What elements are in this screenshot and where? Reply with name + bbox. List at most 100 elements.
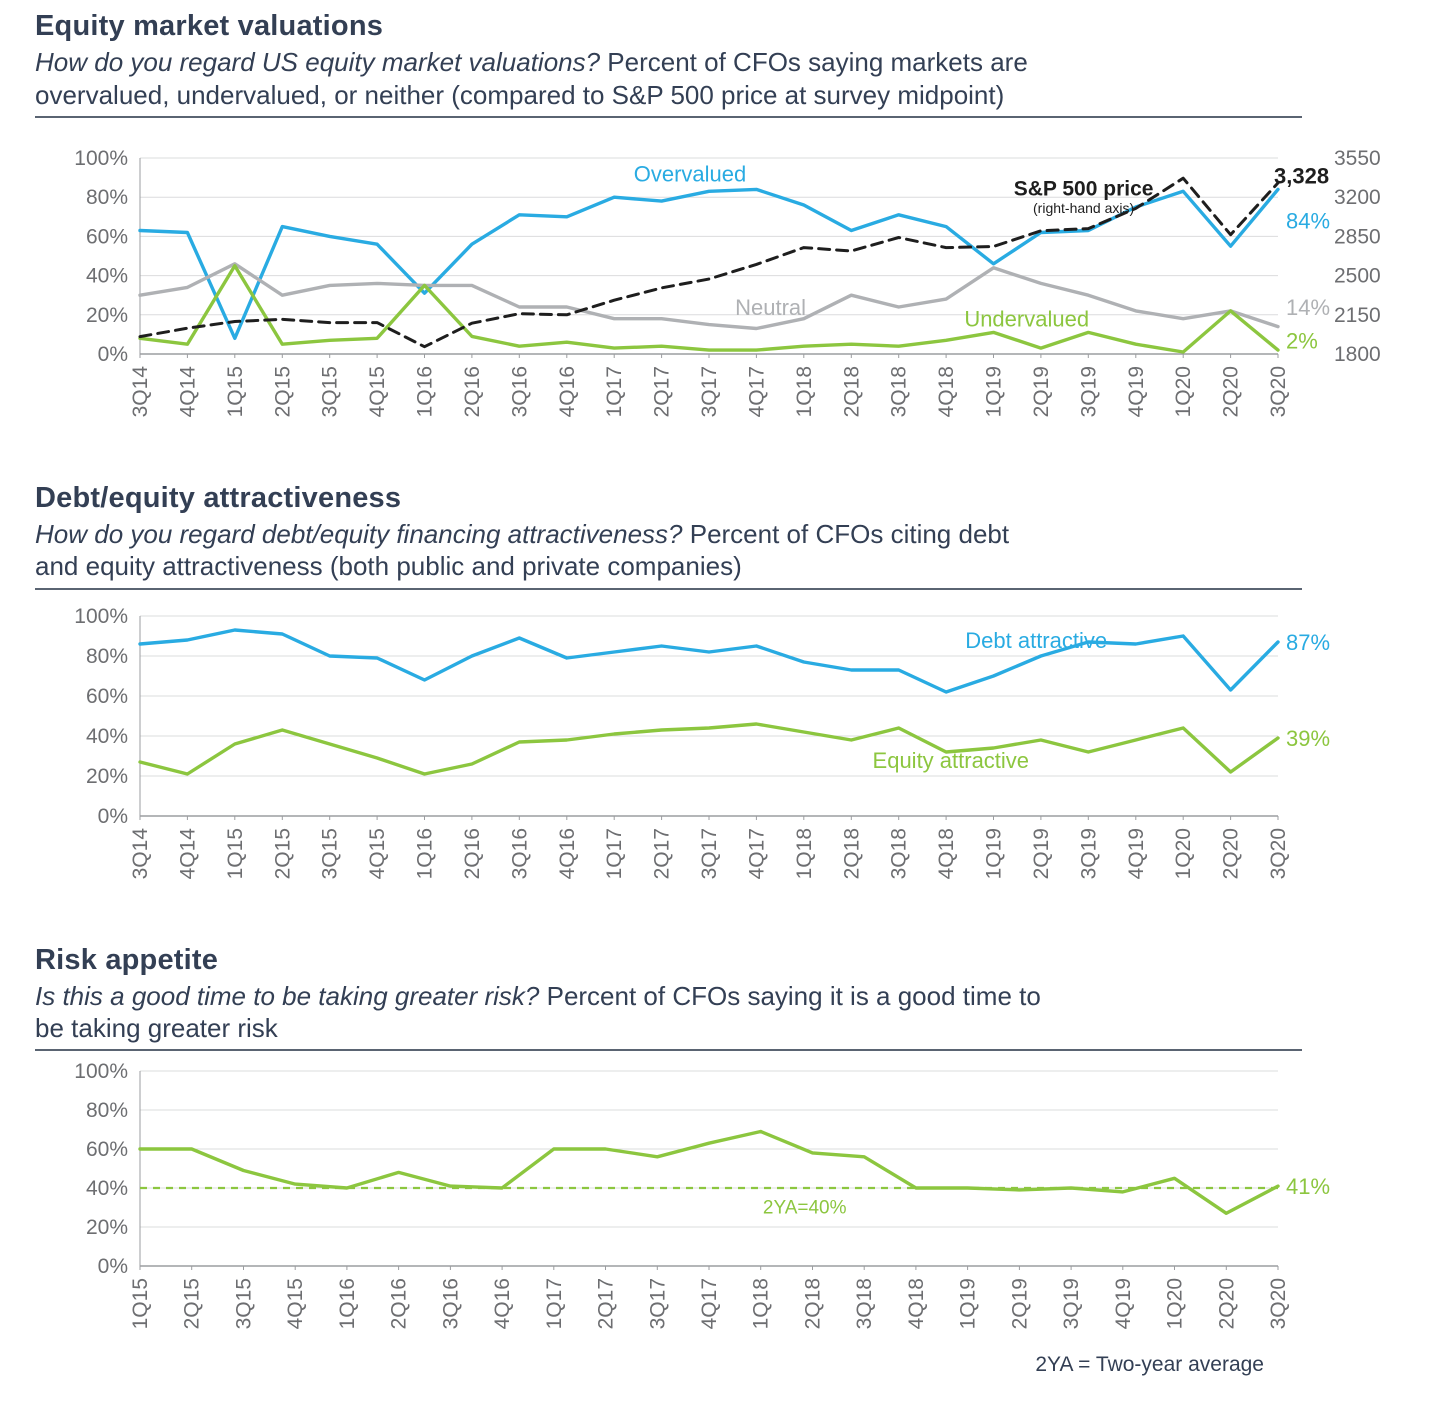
subtitle-description: Percent of CFOs citing debt and equity a…: [35, 519, 1010, 582]
x-axis-label: 3Q19: [1077, 366, 1100, 417]
x-axis-label: 1Q18: [793, 366, 816, 417]
x-axis-label: 2Q18: [802, 1278, 825, 1329]
x-axis-label: 1Q15: [224, 366, 247, 417]
annotation-right-hand-axis: (right-hand axis): [1033, 200, 1134, 216]
debt-equity-chart: 0% 20% 40% 60% 80% 100% 3Q14 4Q14 1Q15 2Q15 3Q15 4Q…: [74, 605, 1330, 879]
y-axis-label: 20%: [86, 304, 128, 327]
x-axis-label: 4Q14: [176, 365, 199, 417]
x-axis-label: 3Q18: [888, 828, 911, 879]
y2-axis-label: 2150: [1334, 304, 1381, 327]
x-axis-label: 3Q19: [1077, 828, 1100, 879]
y-axis-label: 20%: [86, 1216, 128, 1239]
divider: [35, 115, 1302, 118]
x-axis-label: 4Q15: [366, 828, 389, 879]
x-axis-label: 4Q15: [366, 366, 389, 417]
x-axis-label: 2Q18: [840, 366, 863, 417]
x-axis-label: 1Q19: [983, 828, 1006, 879]
x-axis-label: 2Q20: [1215, 1278, 1238, 1329]
end-label-84: 84%: [1286, 209, 1330, 234]
section-debt-equity-attractiveness: Debt/equity attractiveness How do you re…: [35, 482, 1440, 912]
subtitle-description: Percent of CFOs saying markets are overv…: [35, 47, 1028, 110]
subtitle-description: Percent of CFOs saying it is a good time…: [35, 980, 1041, 1044]
x-axis-label: 1Q16: [414, 828, 437, 879]
x-axis-label: 3Q15: [319, 366, 342, 417]
x-axis-label: 4Q19: [1125, 828, 1148, 879]
x-axis-label: 2Q20: [1220, 366, 1243, 417]
risk-appetite-chart: 0% 20% 40% 60% 80% 100% 1Q15 2Q15 3Q15 4Q15 1Q16 2Q…: [74, 1060, 1330, 1329]
x-axis-label: 2Q15: [271, 366, 294, 417]
end-label-39: 39%: [1286, 726, 1330, 751]
subtitle-question: How do you regard US equity market valua…: [35, 47, 601, 78]
debt-equity-subtitle: How do you regard debt/equity financing …: [35, 518, 1305, 582]
x-axis-label: 1Q15: [224, 828, 247, 879]
y-axis-label: 0%: [98, 1255, 128, 1278]
divider: [35, 1049, 1302, 1052]
series-line-equity-attractive: [138, 721, 1280, 776]
x-axis-label: 3Q17: [698, 828, 721, 879]
x-axis-label: 1Q20: [1164, 1278, 1187, 1329]
divider: [35, 587, 1302, 590]
debt-equity-title: Debt/equity attractiveness: [35, 481, 402, 514]
end-label-41: 41%: [1286, 1175, 1330, 1200]
series-line-debt-attractive: [138, 627, 1280, 694]
x-axis-label: 2Q16: [461, 366, 484, 417]
x-axis-label: 1Q18: [750, 1278, 773, 1329]
x-axis-label: 4Q15: [284, 1278, 307, 1329]
x-axis-label: 3Q15: [233, 1278, 256, 1329]
x-axis-label: 2Q20: [1220, 828, 1243, 879]
y2-axis-label: 3200: [1334, 186, 1381, 209]
x-axis-label: 2Q15: [181, 1278, 204, 1329]
x-axis-label: 2Q19: [1030, 366, 1053, 417]
x-axis-label: 2Q19: [1008, 1278, 1031, 1329]
x-axis-label: 4Q19: [1112, 1278, 1135, 1329]
y2-axis-label: 2500: [1334, 264, 1381, 287]
equity-valuations-chart: 0% 20% 40% 60% 80% 100% 1800 2150 2500 2850 3200 35…: [74, 147, 1381, 417]
x-axis-label: 4Q17: [745, 366, 768, 417]
y2-axis-label: 2850: [1334, 225, 1381, 248]
x-axis-label: 3Q19: [1060, 1278, 1083, 1329]
x-axis-label: 4Q19: [1125, 366, 1148, 417]
y-axis-label: 40%: [86, 1177, 128, 1200]
x-axis-label: 2Q17: [651, 366, 674, 417]
end-label-3-328: 3,328: [1274, 163, 1329, 188]
x-axis-label: 3Q14: [129, 827, 152, 879]
x-axis-label: 3Q14: [129, 365, 152, 417]
two-year-average-footnote: 2YA = Two-year average: [1035, 1353, 1264, 1377]
section-equity-market-valuations: Equity market valuations How do you rega…: [35, 10, 1440, 450]
annotation-2ya-40: 2YA=40%: [763, 1198, 847, 1219]
x-axis-label: 1Q19: [983, 366, 1006, 417]
end-label-2: 2%: [1286, 328, 1318, 353]
annotation-neutral: Neutral: [735, 295, 806, 320]
y-axis-label: 40%: [86, 725, 128, 748]
y-axis-label: 0%: [98, 805, 128, 828]
x-axis-label: 1Q16: [336, 1278, 359, 1329]
series-line-good-time-to-take-risk: [138, 1130, 1280, 1216]
subtitle-question: Is this a good time to be taking greater…: [35, 980, 540, 1011]
y-axis-label: 60%: [86, 225, 128, 248]
x-axis-label: 4Q18: [935, 366, 958, 417]
x-axis-label: 2Q18: [840, 828, 863, 879]
x-axis-label: 3Q20: [1267, 1278, 1290, 1329]
y-axis-label: 0%: [98, 343, 128, 366]
equity-valuations-title: Equity market valuations: [35, 10, 384, 42]
x-axis-label: 4Q16: [556, 366, 579, 417]
annotation-debt-attractive: Debt attractive: [965, 628, 1107, 653]
x-axis-label: 4Q14: [176, 827, 199, 879]
y-axis-label: 20%: [86, 765, 128, 788]
end-label-87: 87%: [1286, 630, 1330, 655]
x-axis-label: 4Q18: [935, 828, 958, 879]
x-axis-label: 3Q18: [853, 1278, 876, 1329]
annotation-overvalued: Overvalued: [634, 162, 747, 187]
x-axis-label: 3Q17: [646, 1278, 669, 1329]
x-axis-label: 2Q17: [651, 828, 674, 879]
x-axis-label: 2Q15: [271, 828, 294, 879]
y2-axis-label: 1800: [1334, 343, 1381, 366]
series-line-neutral: [138, 261, 1280, 331]
x-axis-label: 4Q17: [698, 1278, 721, 1329]
y-axis-label: 80%: [86, 186, 128, 209]
x-axis-label: 3Q18: [888, 366, 911, 417]
y-axis-label: 80%: [86, 1099, 128, 1122]
end-label-14: 14%: [1286, 295, 1330, 320]
x-axis-label: 1Q17: [603, 828, 626, 879]
series-line-overvalued: [138, 187, 1280, 340]
